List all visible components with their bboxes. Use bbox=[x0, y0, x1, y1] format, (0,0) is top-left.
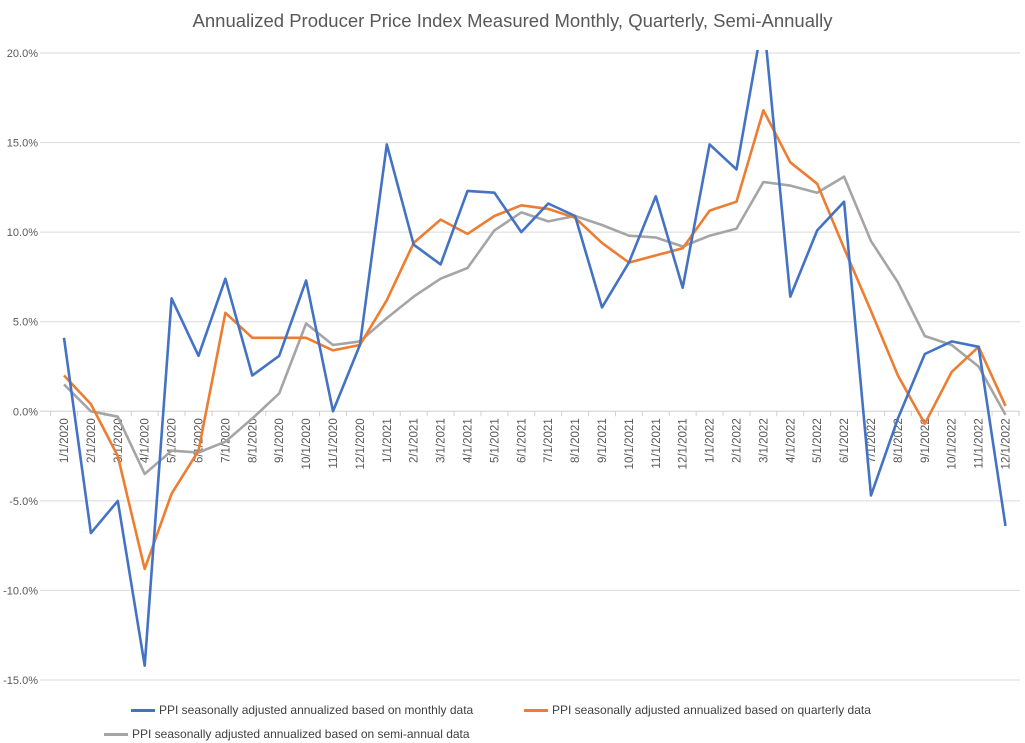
legend-item-quarterly: PPI seasonally adjusted annualized based… bbox=[524, 703, 871, 717]
legend-swatch-monthly bbox=[131, 708, 155, 712]
legend-item-semiannual: PPI seasonally adjusted annualized based… bbox=[104, 727, 470, 741]
x-tick-label: 1/1/2020 bbox=[59, 418, 71, 463]
y-tick-label: -5.0% bbox=[9, 496, 38, 508]
legend-label-monthly: PPI seasonally adjusted annualized based… bbox=[159, 703, 474, 717]
legend-label-semiannual: PPI seasonally adjusted annualized based… bbox=[132, 727, 470, 741]
x-tick-label: 9/1/2020 bbox=[274, 418, 286, 463]
y-tick-label: -15.0% bbox=[3, 675, 38, 687]
x-tick-label: 2/1/2021 bbox=[409, 418, 421, 463]
x-tick-label: 5/1/2020 bbox=[167, 418, 179, 463]
y-tick-label: 20.0% bbox=[7, 48, 38, 60]
x-tick-label: 11/1/2021 bbox=[651, 418, 663, 468]
y-tick-label: 5.0% bbox=[13, 317, 38, 329]
x-tick-label: 10/1/2022 bbox=[947, 418, 959, 469]
x-tick-label: 2/1/2022 bbox=[732, 418, 744, 463]
x-tick-label: 7/1/2021 bbox=[543, 418, 555, 463]
y-tick-label: 0.0% bbox=[13, 406, 38, 418]
x-tick-label: 10/1/2021 bbox=[624, 418, 636, 469]
x-tick-label: 12/1/2020 bbox=[355, 418, 367, 469]
x-tick-label: 4/1/2021 bbox=[463, 418, 475, 463]
x-tick-label: 1/1/2021 bbox=[382, 418, 394, 463]
y-tick-label: 15.0% bbox=[7, 138, 38, 150]
x-tick-label: 3/1/2022 bbox=[758, 418, 770, 463]
legend-swatch-quarterly bbox=[524, 708, 548, 712]
x-tick-label: 3/1/2021 bbox=[436, 418, 448, 463]
x-tick-label: 12/1/2021 bbox=[678, 418, 690, 469]
y-tick-label: -10.0% bbox=[3, 585, 38, 597]
series-line-monthly bbox=[62, 50, 1007, 668]
x-tick-label: 4/1/2020 bbox=[140, 418, 152, 463]
x-tick-label: 6/1/2021 bbox=[516, 418, 528, 463]
x-tick-label: 2/1/2020 bbox=[86, 418, 98, 463]
x-tick-label: 5/1/2021 bbox=[489, 418, 501, 463]
x-tick-label: 9/1/2021 bbox=[597, 418, 609, 463]
x-tick-label: 12/1/2022 bbox=[1001, 418, 1013, 469]
legend-swatch-semiannual bbox=[104, 732, 128, 736]
x-tick-label: 7/1/2022 bbox=[866, 418, 878, 463]
x-tick-label: 8/1/2020 bbox=[247, 418, 259, 463]
x-tick-label: 1/1/2022 bbox=[705, 418, 717, 463]
x-tick-label: 6/1/2022 bbox=[839, 418, 851, 463]
legend-item-monthly: PPI seasonally adjusted annualized based… bbox=[131, 703, 473, 717]
x-tick-label: 9/1/2022 bbox=[920, 418, 932, 463]
x-tick-label: 8/1/2022 bbox=[893, 418, 905, 463]
chart-title: Annualized Producer Price Index Measured… bbox=[192, 10, 833, 31]
x-tick-label: 10/1/2020 bbox=[301, 418, 313, 469]
y-tick-label: 10.0% bbox=[7, 227, 38, 239]
x-tick-label: 5/1/2022 bbox=[812, 418, 824, 463]
x-tick-label: 4/1/2022 bbox=[785, 418, 797, 463]
x-tick-label: 11/1/2020 bbox=[328, 418, 340, 468]
legend-label-quarterly: PPI seasonally adjusted annualized based… bbox=[552, 703, 871, 717]
x-tick-label: 11/1/2022 bbox=[974, 418, 986, 468]
x-tick-label: 8/1/2021 bbox=[570, 418, 582, 463]
